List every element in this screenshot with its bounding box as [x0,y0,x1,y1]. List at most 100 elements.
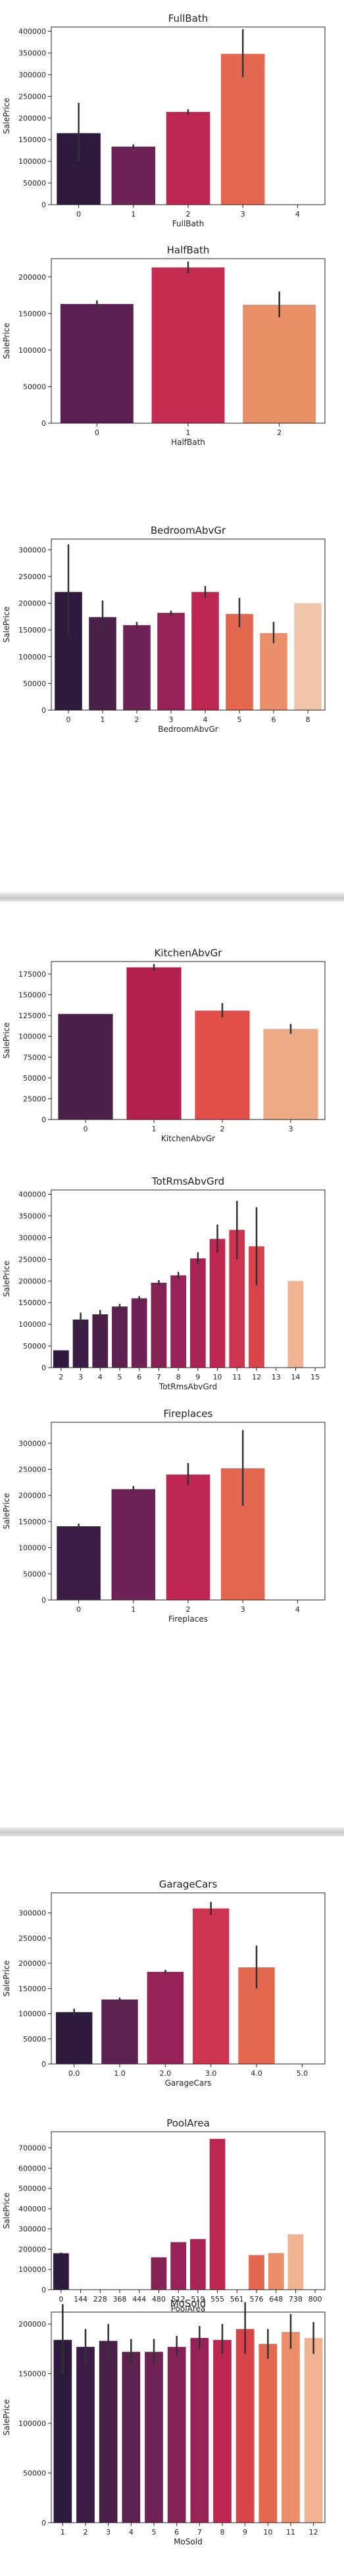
chart-kitchenabvgr: KitchenAbvGr 0 25000 50000 75000 100000 125000… [2,947,326,1143]
y-axis-label: SalePrice [2,2193,11,2229]
x-tick-label: 1.0 [114,2069,126,2078]
x-tick-label: 2 [186,210,191,219]
y-tick-label: 700000 [18,2144,46,2153]
y-axis-label: SalePrice [2,1023,11,1059]
y-tick-label: 50000 [23,1342,46,1351]
y-tick-label: 150000 [18,2370,46,2379]
y-tick-label: 300000 [18,1439,46,1448]
x-axis-label: FullBath [172,219,204,228]
chart-poolarea: PoolArea 0 100000 200000 300000 400000 500000 6… [2,2117,326,2313]
x-tick-label: 1 [152,1125,157,1133]
x-tick-label: 13 [272,1373,281,1381]
x-tick-label: 12 [252,1373,261,1381]
x-tick-label: 12 [309,2528,318,2537]
chart-fireplaces: Fireplaces 0 50000 100000 150000 200000 250000… [2,1408,326,1624]
bar [190,2338,209,2523]
y-tick-label: 0 [41,1596,46,1605]
x-tick-label: 4 [203,715,208,724]
x-tick-label: 4 [295,210,300,219]
x-tick-label: 2 [186,1605,191,1614]
x-tick-label: 10 [213,1373,222,1381]
plot-frame [51,961,326,1120]
y-tick-label: 100000 [18,2010,46,2019]
x-tick-label: 3 [106,2528,111,2537]
x-tick-label: 5.0 [297,2069,308,2078]
y-tick-label: 0 [41,706,46,715]
y-tick-label: 200000 [18,600,46,608]
y-tick-label: 200000 [18,1277,46,1285]
y-axis-label: SalePrice [2,98,11,134]
bar [53,1350,69,1368]
chart-title: GarageCars [159,1878,218,1890]
bar [60,303,134,423]
x-tick-label: 4 [98,1373,103,1381]
y-tick-label: 350000 [18,49,46,58]
y-tick-label: 400000 [18,2205,46,2213]
x-tick-label: 3 [169,715,174,724]
x-tick-label: 0 [76,210,81,219]
bar [229,1229,245,1368]
x-tick-label: 2.0 [160,2069,172,2078]
y-tick-label: 200000 [18,114,46,122]
x-tick-label: 1 [131,1605,135,1614]
chart-halfbath: HalfBath 0 50000 100000 150000 200000 0 1 2 HalfB… [2,244,326,447]
y-tick-label: 0 [41,2286,46,2294]
x-tick-label: 7 [197,2528,202,2537]
x-tick-label: 2 [220,1125,225,1133]
y-tick-label: 400000 [18,1191,46,1199]
bar [145,2352,163,2523]
bar [260,633,287,710]
x-tick-label: 1 [101,715,105,724]
x-tick-label: 8 [220,2528,225,2537]
bar [166,112,210,205]
plot-frame [51,26,326,205]
section-divider [0,1827,344,1836]
y-tick-label: 100000 [18,653,46,661]
y-tick-label: 50000 [23,2035,46,2044]
y-tick-label: 0 [41,2519,46,2527]
x-tick-label: 3 [241,1605,245,1614]
bar [166,1474,210,1600]
y-tick-label: 150000 [18,1518,46,1526]
x-tick-label: 5 [237,715,242,724]
plot-frame [51,1422,326,1601]
bar [72,1319,89,1368]
chart-title: KitchenAbvGr [155,947,223,959]
bar [147,1972,184,2064]
x-tick-label: 800 [308,2295,322,2304]
plot-frame [51,538,326,711]
y-tick-label: 0 [41,1364,46,1372]
bar [209,1239,226,1368]
x-tick-label: 8 [306,715,310,724]
y-tick-label: 100000 [18,1320,46,1329]
bar [170,2242,187,2290]
bar [268,2253,284,2290]
y-tick-label: 50000 [23,179,46,188]
y-tick-label: 0 [41,201,46,209]
x-tick-label: 561 [230,2295,244,2304]
y-tick-label: 200000 [18,1959,46,1968]
bar [131,1298,147,1368]
x-tick-label: 0 [66,715,71,724]
x-tick-label: 3.0 [205,2069,217,2078]
x-tick-label: 512 [172,2295,185,2304]
x-tick-label: 11 [286,2528,295,2537]
bar [57,1526,101,1600]
y-tick-label: 0 [41,2060,46,2069]
plot-frame [51,1892,326,2065]
y-tick-label: 200000 [18,1491,46,1500]
bar [282,2332,300,2523]
x-axis-label: HalfBath [171,438,205,447]
y-tick-label: 100000 [18,2265,46,2274]
bar [287,1281,304,1368]
bar [249,2255,264,2290]
y-tick-label: 150000 [18,309,46,318]
y-tick-label: 100000 [18,2419,46,2428]
plot-frame [51,1189,326,1368]
y-axis-label: SalePrice [2,1493,11,1530]
y-tick-label: 100000 [18,346,46,355]
x-tick-label: 0.0 [68,2069,80,2078]
bar [123,625,151,710]
x-tick-label: 555 [210,2295,224,2304]
x-tick-label: 5 [152,2528,157,2537]
